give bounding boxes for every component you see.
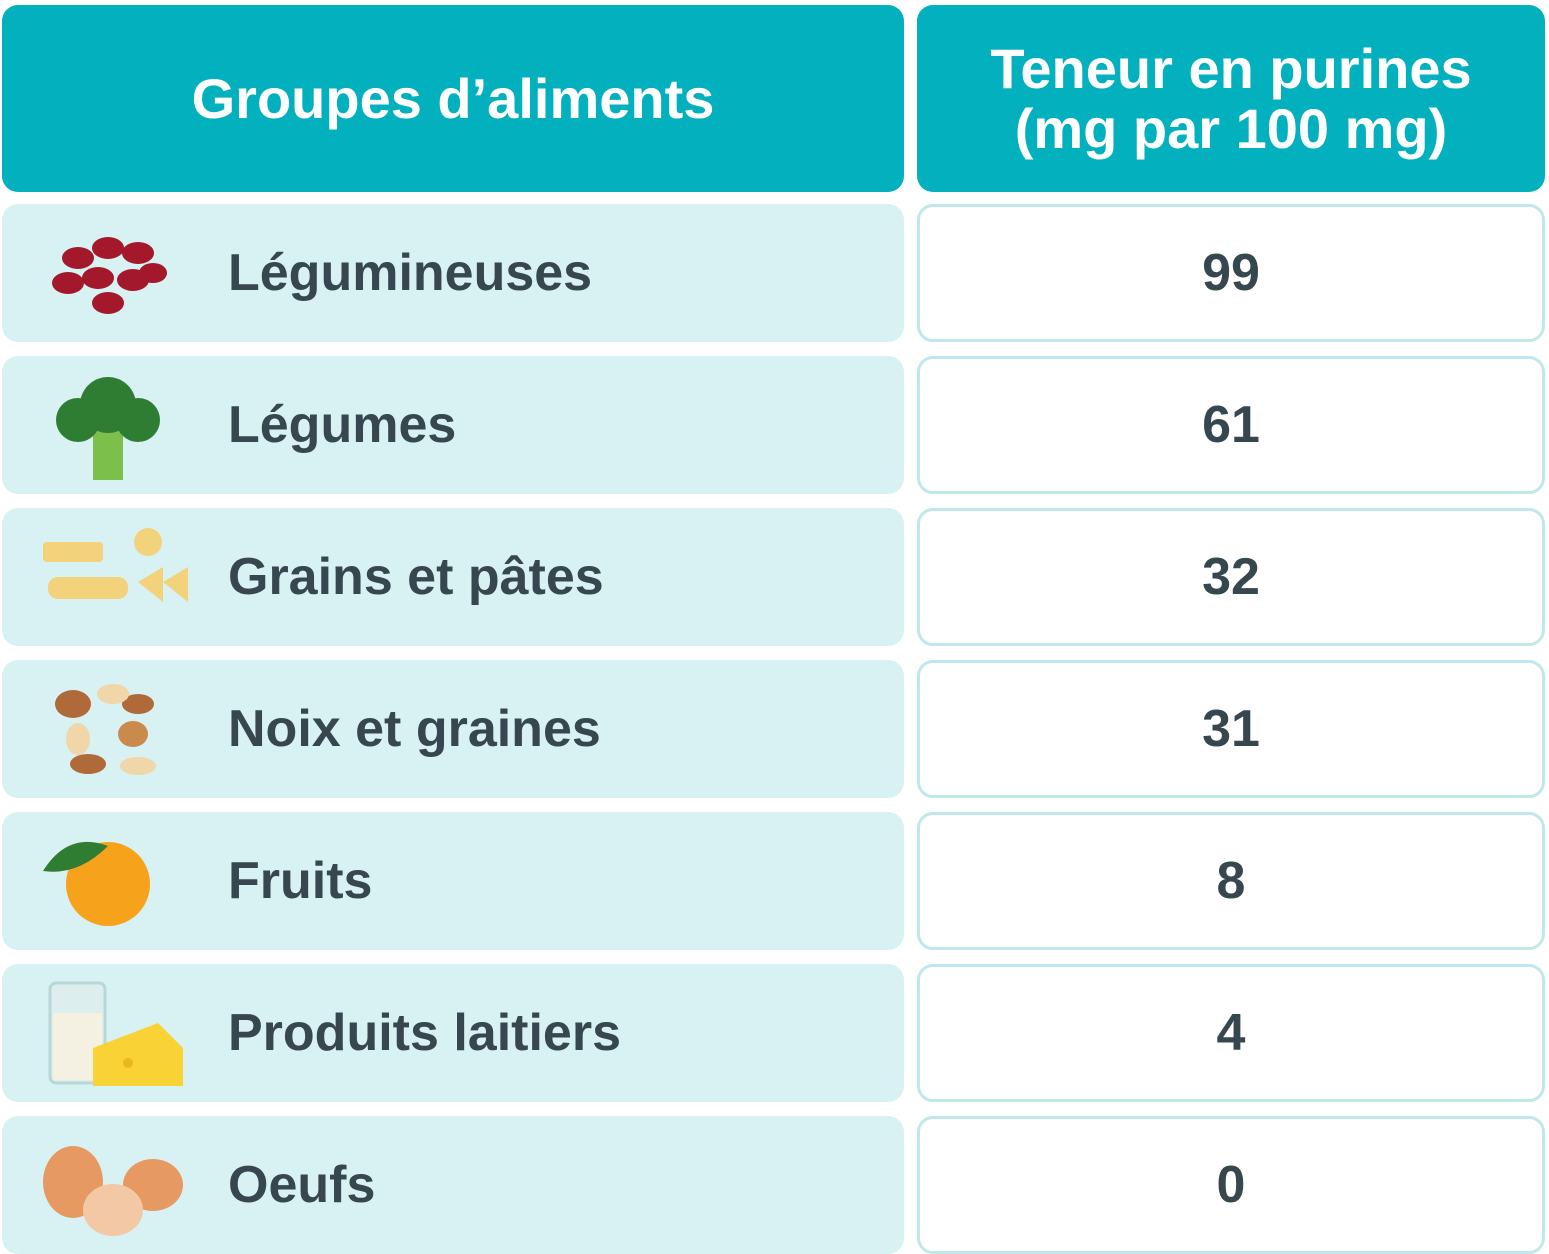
label-cell: Produits laitiers [2, 964, 904, 1102]
value-cell: 8 [917, 812, 1545, 950]
value-cell: 32 [917, 508, 1545, 646]
label-text: Fruits [228, 852, 373, 910]
food-icon [43, 528, 188, 602]
value-text: 0 [1216, 1156, 1246, 1214]
value-cell: 0 [917, 1116, 1545, 1254]
label-text: Noix et graines [228, 700, 601, 758]
value-text: 8 [1216, 852, 1246, 910]
label-text: Produits laitiers [228, 1004, 621, 1062]
label-cell: Noix et graines [2, 660, 904, 798]
label-cell: Fruits [2, 812, 904, 950]
header-cell: Groupes d’aliments [2, 5, 904, 192]
value-cell: 31 [917, 660, 1545, 798]
label-cell: Légumineuses [2, 204, 904, 342]
label-cell: Grains et pâtes [2, 508, 904, 646]
value-text: 61 [1202, 396, 1260, 454]
header-cell: Teneur en purines (mg par 100 mg) [917, 5, 1545, 192]
value-cell: 61 [917, 356, 1545, 494]
value-text: 99 [1202, 244, 1260, 302]
header-text: Teneur en purines (mg par 100 mg) [990, 36, 1472, 160]
food-icon [52, 237, 167, 314]
food-icon [43, 1146, 183, 1236]
label-cell: Oeufs [2, 1116, 904, 1254]
header-text: Groupes d’aliments [191, 66, 715, 130]
label-text: Oeufs [228, 1156, 376, 1214]
value-text: 4 [1216, 1004, 1246, 1062]
label-text: Légumes [228, 396, 457, 454]
label-cell: Légumes [2, 356, 904, 494]
value-text: 31 [1202, 700, 1260, 758]
value-cell: 4 [917, 964, 1545, 1102]
label-text: Grains et pâtes [228, 548, 604, 606]
food-icon [56, 377, 160, 480]
value-cell: 99 [917, 204, 1545, 342]
value-text: 32 [1202, 548, 1260, 606]
food-icon [55, 684, 156, 775]
label-text: Légumineuses [228, 244, 593, 302]
food-icon [48, 981, 183, 1086]
food-icon [43, 841, 150, 926]
